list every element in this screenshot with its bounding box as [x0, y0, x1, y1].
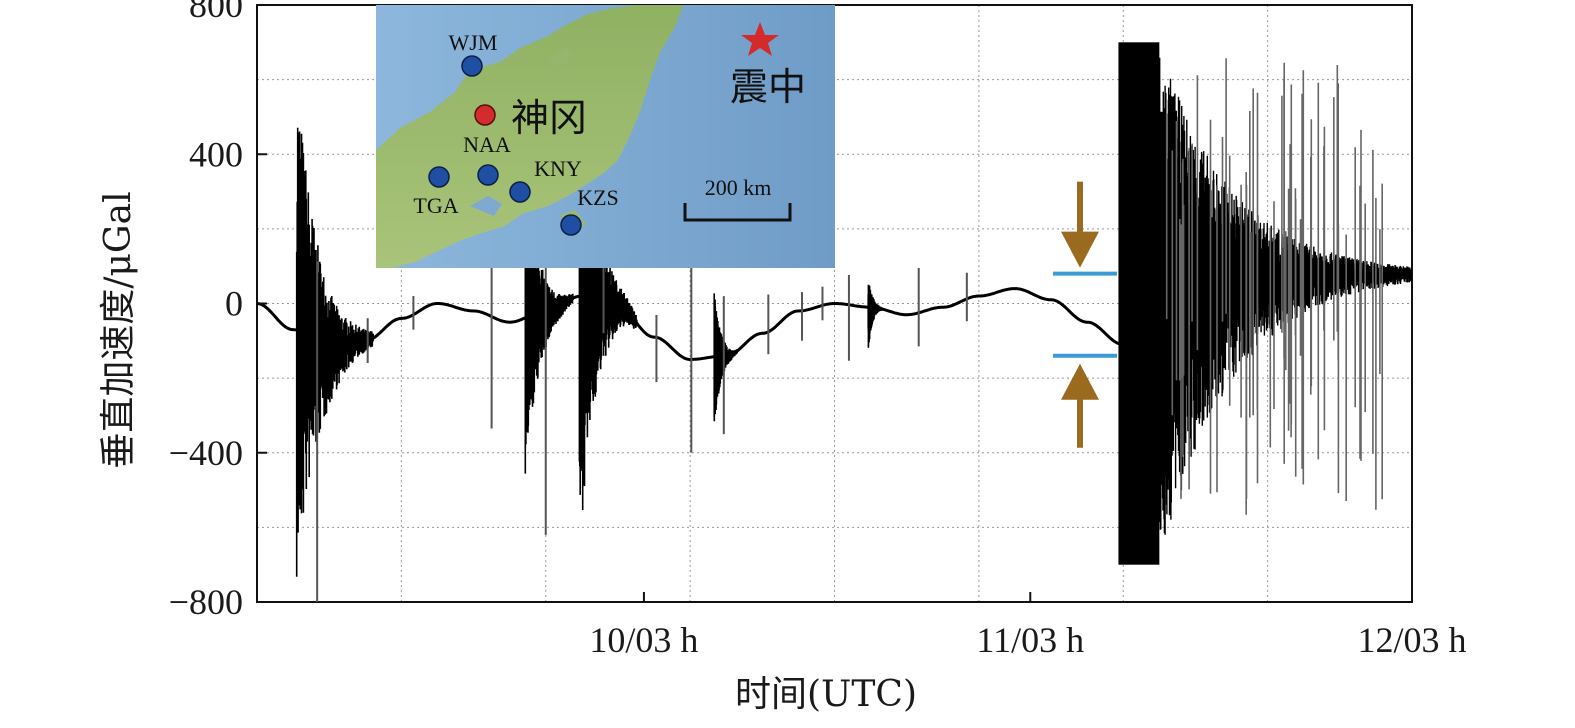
spike-burst [713, 293, 738, 422]
station-label-wjm: WJM [449, 30, 498, 55]
kamioka-marker [474, 104, 496, 126]
inset-map: WJM NAA TGA KNY KZS 神冈 震中 200 km [376, 5, 835, 268]
y-tick-label: 800 [189, 0, 243, 25]
kamioka-label: 神冈 [511, 96, 587, 140]
offset-markers [1053, 181, 1117, 448]
station-label-kzs: KZS [577, 185, 619, 210]
down-arrow-icon [1061, 231, 1099, 268]
scale-bar-label: 200 km [705, 175, 772, 200]
y-axis: 800 400 0 −400 −800 [169, 0, 267, 622]
spike-burst [295, 127, 374, 577]
y-tick-label: −400 [169, 433, 243, 473]
station-markers: WJM NAA TGA KNY KZS [413, 30, 619, 236]
up-arrow-icon [1061, 363, 1099, 400]
x-axis-title: 时间(UTC) [735, 674, 917, 715]
station-marker-kny [509, 181, 531, 203]
station-marker-wjm [461, 55, 483, 77]
y-axis-title: 垂直加速度/μGal [98, 191, 139, 468]
station-marker-tga [428, 166, 450, 188]
epicenter-star-icon [741, 22, 779, 56]
spike-burst [867, 284, 885, 348]
y-tick-label: 0 [225, 284, 243, 324]
x-axis: 10/03 h 11/03 h 12/03 h [589, 592, 1467, 660]
scale-bar [683, 203, 792, 222]
station-label-kny: KNY [534, 156, 582, 181]
station-label-tga: TGA [413, 193, 458, 218]
epicenter-label: 震中 [730, 65, 806, 109]
y-tick-label: 400 [189, 134, 243, 174]
map-island [548, 48, 574, 66]
station-marker-kzs [560, 214, 582, 236]
map-land [376, 5, 683, 268]
y-tick-label: −800 [169, 582, 243, 622]
saturated-block [1118, 42, 1160, 565]
x-tick-label: 11/03 h [976, 620, 1084, 660]
x-tick-label: 12/03 h [1357, 620, 1466, 660]
station-marker-naa [477, 164, 499, 186]
signal-layer [257, 38, 1412, 602]
x-tick-label: 10/03 h [589, 620, 698, 660]
aftershock-spikes [1165, 58, 1383, 515]
map-bay [470, 196, 502, 216]
station-label-naa: NAA [463, 132, 511, 157]
seismic-spikes [295, 38, 1412, 602]
